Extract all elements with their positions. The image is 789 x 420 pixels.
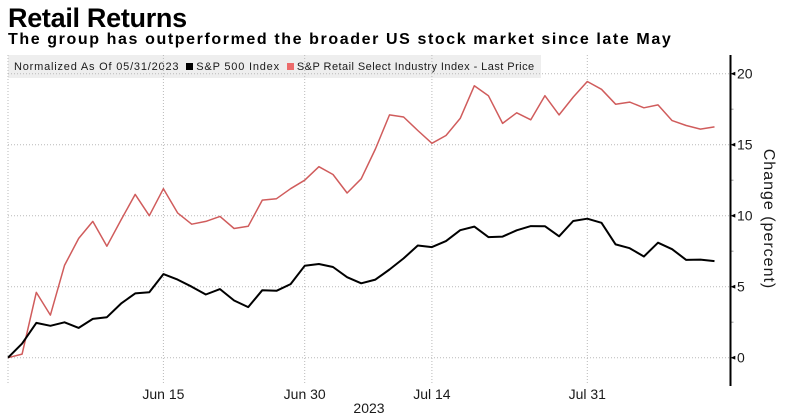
svg-text:10: 10 (737, 208, 753, 224)
svg-text:Jul 14: Jul 14 (413, 386, 451, 402)
svg-text:Jun 30: Jun 30 (284, 386, 326, 402)
svg-text:0: 0 (737, 350, 745, 366)
svg-text:Jun 15: Jun 15 (142, 386, 184, 402)
svg-text:Change (percent): Change (percent) (760, 149, 777, 290)
svg-text:Jul 31: Jul 31 (569, 386, 607, 402)
svg-text:15: 15 (737, 137, 753, 153)
svg-text:5: 5 (737, 279, 745, 295)
svg-text:2023: 2023 (353, 400, 384, 416)
svg-text:20: 20 (737, 66, 753, 82)
